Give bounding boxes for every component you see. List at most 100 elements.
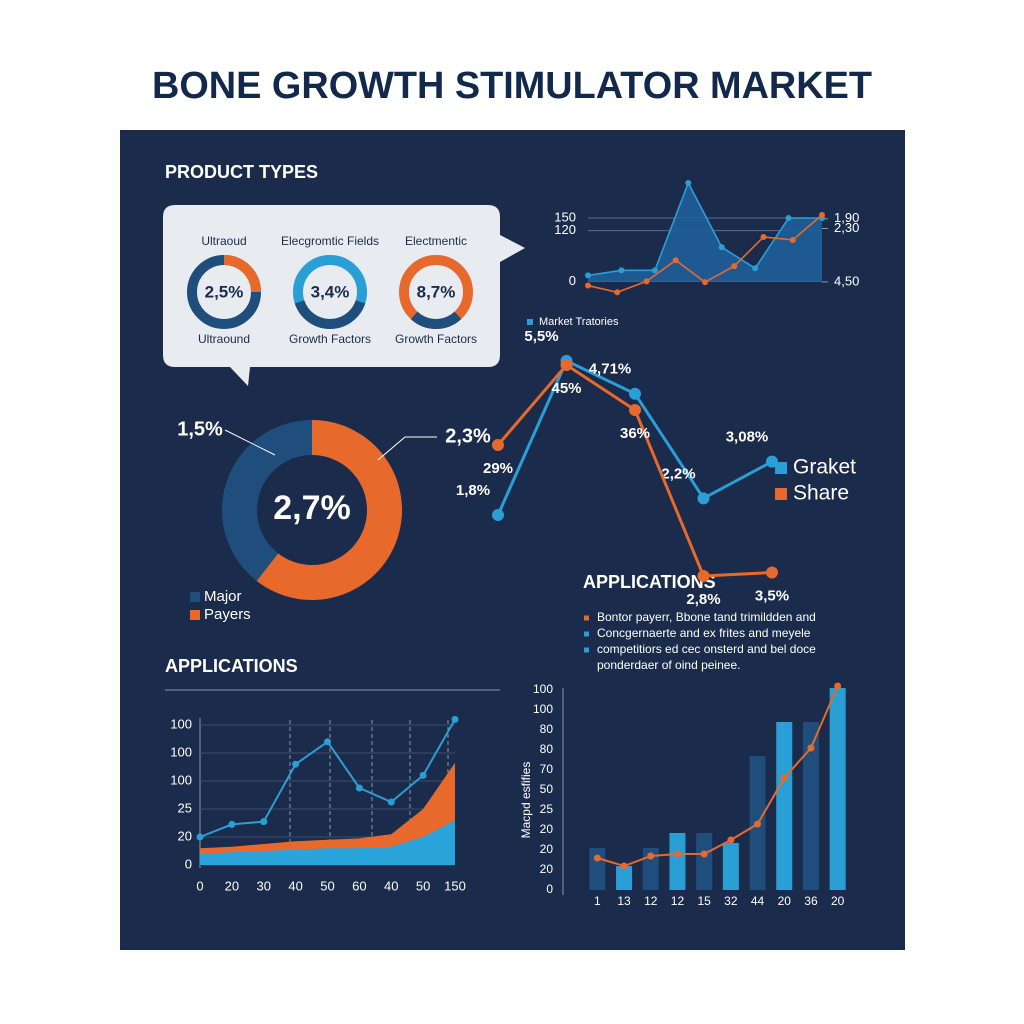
bar — [696, 833, 713, 890]
point — [593, 854, 601, 862]
value-label: 1,5% — [177, 418, 223, 440]
point — [618, 267, 625, 274]
value-label: 2,3% — [445, 425, 491, 447]
x-tick-label: 150 — [444, 878, 466, 893]
x-tick-label: 1 — [594, 894, 601, 908]
y2-tick-label: 4,50 — [834, 273, 859, 288]
bar — [722, 843, 739, 890]
line — [597, 685, 839, 868]
bar — [669, 833, 686, 890]
ring-arc — [223, 255, 261, 293]
x-tick-label: 36 — [804, 894, 818, 908]
bar — [616, 866, 633, 890]
type-value: 8,7% — [417, 282, 456, 301]
value-label: 4,71% — [589, 361, 632, 378]
type-label: Ultraound — [198, 332, 250, 346]
legend-label: Share — [793, 482, 849, 505]
point — [700, 850, 708, 858]
point — [260, 818, 268, 826]
bar — [802, 722, 819, 890]
point — [643, 278, 650, 285]
x-tick-label: 12 — [671, 894, 685, 908]
legend-label: Graket — [793, 456, 856, 479]
y2-tick-label: 2,30 — [834, 220, 859, 235]
point — [760, 234, 767, 240]
type-label: Growth Factors — [395, 332, 477, 346]
x-tick-label: 12 — [644, 894, 658, 908]
page-title: BONE GROWTH STIMULATOR MARKET — [152, 65, 872, 107]
value-label: 45% — [551, 380, 581, 397]
point — [585, 282, 591, 289]
chart-title: APPLICATIONS — [165, 656, 298, 676]
point — [780, 774, 788, 782]
card — [163, 205, 525, 386]
x-tick-label: 20 — [778, 894, 792, 908]
area — [200, 820, 455, 865]
x-tick-label: 20 — [225, 878, 239, 893]
x-tick-label: 13 — [617, 894, 631, 908]
point — [752, 265, 759, 272]
point — [560, 359, 573, 371]
point — [697, 492, 710, 505]
y-tick-label: 100 — [533, 702, 553, 716]
x-tick-label: 32 — [724, 894, 738, 908]
y-tick-label: 100 — [170, 772, 192, 787]
value-label: 2,8% — [686, 591, 720, 608]
point — [492, 509, 504, 521]
point — [324, 738, 331, 746]
point — [807, 744, 815, 752]
bullet — [584, 647, 589, 653]
bullet — [584, 615, 589, 621]
y-tick-label: 50 — [540, 782, 554, 796]
value-label: 36% — [620, 425, 650, 442]
point — [614, 289, 621, 296]
point — [718, 244, 725, 251]
bar — [589, 848, 606, 890]
point — [766, 566, 778, 579]
point — [754, 820, 762, 828]
point — [620, 862, 628, 870]
y-tick-label: 20 — [540, 822, 554, 836]
point — [672, 257, 679, 264]
donut-segment — [222, 420, 312, 582]
point — [731, 263, 738, 270]
type-label: Elecgromtic Fields — [281, 234, 379, 248]
point — [834, 682, 842, 690]
leader-line — [377, 436, 437, 461]
legend-label: Major — [204, 588, 242, 605]
point — [673, 850, 681, 858]
y-tick-label: 120 — [554, 222, 576, 237]
section-heading: PRODUCT TYPES — [165, 162, 318, 182]
point — [702, 279, 708, 286]
y-tick-label: 80 — [540, 722, 554, 736]
point — [785, 215, 792, 221]
point — [419, 771, 427, 779]
point — [492, 439, 504, 451]
point — [647, 852, 655, 860]
y-tick-label: 20 — [540, 842, 554, 856]
value-label: 2,2% — [661, 465, 695, 482]
y-tick-label: 0 — [569, 273, 576, 288]
y-tick-label: 25 — [178, 800, 192, 815]
legend-label: Market Tratories — [539, 316, 619, 328]
y2-tick-label: 1,90 — [834, 210, 859, 225]
note-text: Concgernaerte and ex frites and meyele — [597, 626, 811, 640]
point — [451, 715, 459, 723]
x-tick-label: 44 — [751, 894, 765, 908]
y-tick-label: 20 — [178, 828, 192, 843]
legend-swatch — [775, 488, 787, 500]
bar — [829, 688, 846, 890]
y-axis-label: Macpd esfifies — [519, 762, 533, 839]
type-value: 3,4% — [311, 282, 350, 301]
x-tick-label: 20 — [831, 894, 845, 908]
y-tick-label: 100 — [170, 716, 192, 731]
x-tick-label: 50 — [416, 878, 430, 893]
value-label: 1,8% — [456, 482, 490, 499]
x-tick-label: 60 — [352, 878, 366, 893]
y-tick-label: 0 — [185, 856, 192, 871]
legend-swatch — [775, 462, 787, 474]
value-label: 3,08% — [726, 429, 769, 446]
legend-swatch — [527, 319, 533, 325]
point — [789, 236, 796, 243]
section-heading: APPLICATIONS — [583, 572, 716, 592]
